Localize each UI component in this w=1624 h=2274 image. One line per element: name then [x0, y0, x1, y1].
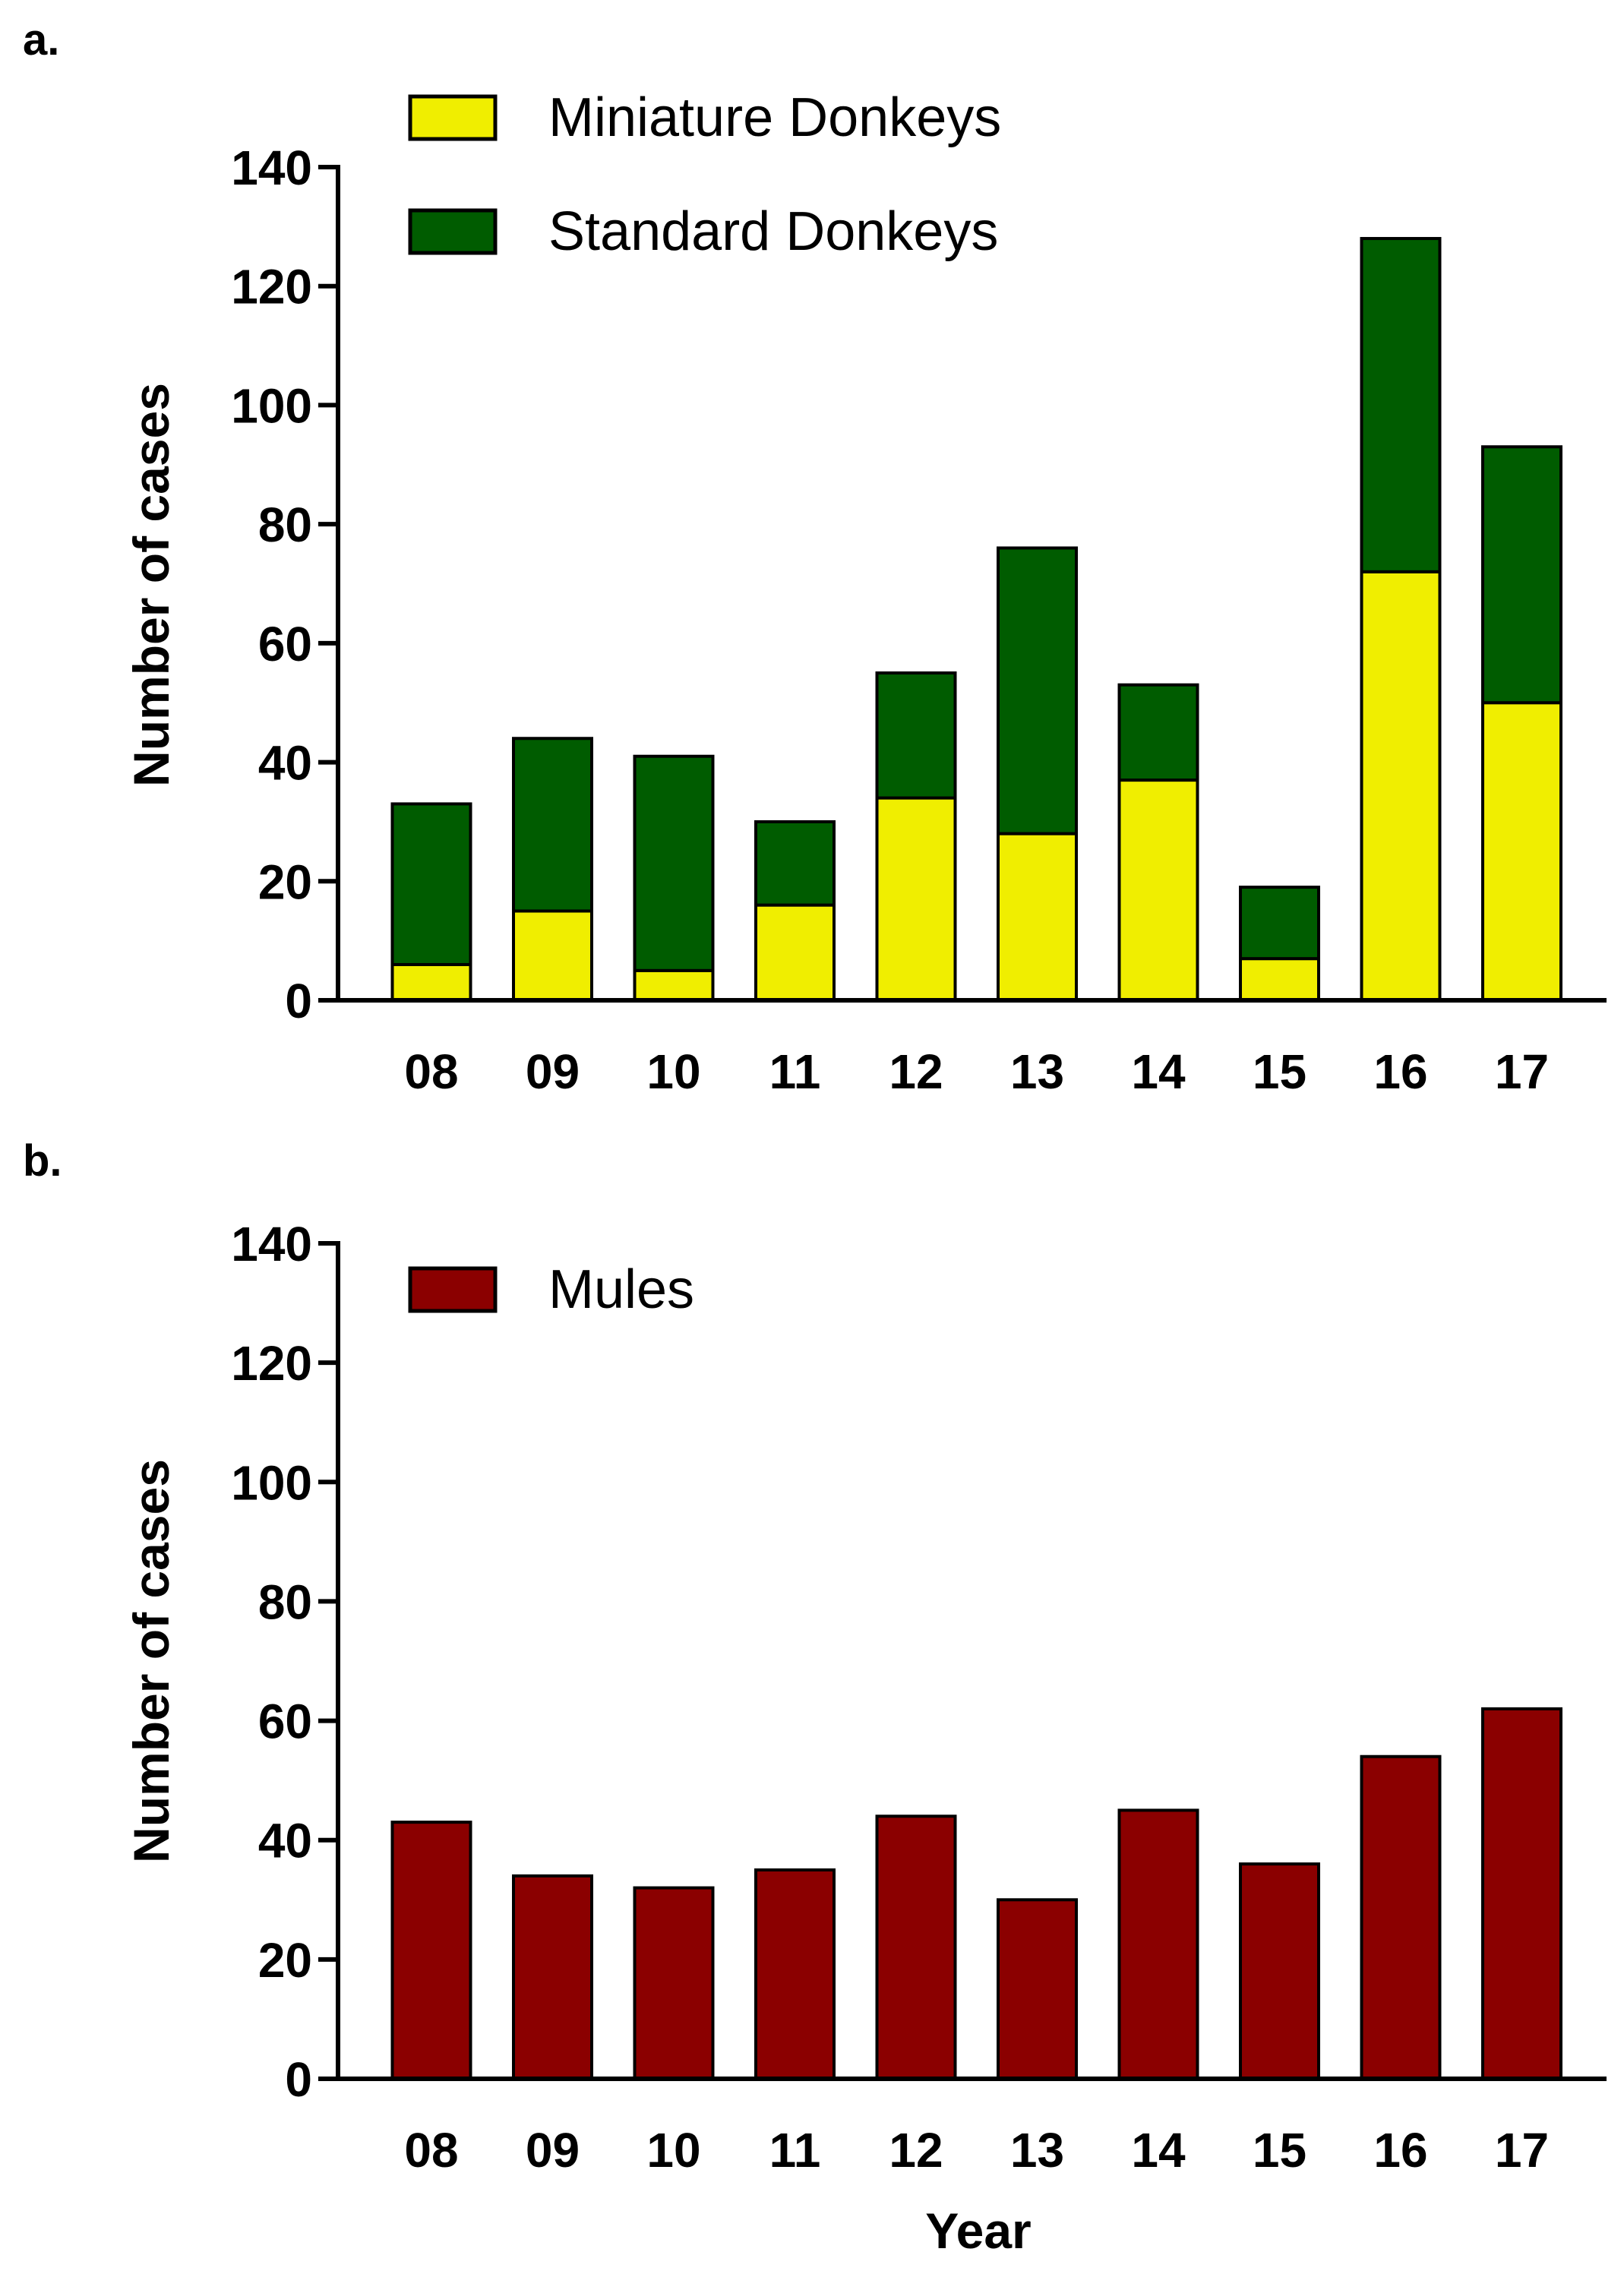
- x-axis-a: 08 09 10 11 12 13 14 15 16 17: [404, 1044, 1549, 1099]
- y-tick-label-b-0: 0: [285, 2052, 312, 2107]
- x-tick-label-b-12: 12: [889, 2123, 943, 2178]
- legend-label-mules: Mules: [548, 1259, 694, 1320]
- bar-b-mules-09: [512, 1874, 593, 2081]
- y-axis-b: 0 20 40 60 80 100 120 140: [231, 1217, 338, 2107]
- legend-swatch-miniature-donkeys: [408, 94, 498, 141]
- bar-a-miniature-donkeys-13: [997, 832, 1078, 1002]
- bar-a-miniature-donkeys-16: [1360, 570, 1442, 1002]
- bar-a-miniature-donkeys-17: [1481, 701, 1562, 1002]
- x-tick-label-a-08: 08: [404, 1044, 458, 1099]
- x-tick-label-a-13: 13: [1010, 1044, 1064, 1099]
- x-tick-label-b-15: 15: [1253, 2123, 1306, 2178]
- x-tick-label-b-10: 10: [646, 2123, 700, 2178]
- bar-b-mules-15: [1239, 1862, 1320, 2080]
- bar-b-mules-16: [1360, 1754, 1442, 2081]
- bar-a-miniature-donkeys-12: [875, 796, 957, 1002]
- x-tick-label-b-13: 13: [1010, 2123, 1064, 2178]
- y-axis-title-b: Number of cases: [123, 1459, 179, 1863]
- bar-a-miniature-donkeys-11: [754, 903, 836, 1002]
- x-tick-label-a-09: 09: [526, 1044, 580, 1099]
- x-tick-label-b-11: 11: [769, 2123, 821, 2178]
- y-tick-label-b-120: 120: [231, 1336, 312, 1391]
- bar-b-mules-17: [1481, 1707, 1562, 2081]
- x-axis-b: 08 09 10 11 12 13 14 15 16 17: [404, 2123, 1549, 2178]
- chart-panel-b: b. Number of cases 0 20 40 60 80 100 120 140 08…: [23, 1136, 1607, 2259]
- bar-a-standard-donkeys-17: [1481, 445, 1562, 705]
- bar-a-standard-donkeys-16: [1360, 237, 1442, 573]
- bar-a-standard-donkeys-10: [633, 754, 715, 972]
- bar-b-mules-12: [875, 1814, 957, 2080]
- bar-a-standard-donkeys-12: [875, 671, 957, 800]
- x-tick-label-a-14: 14: [1131, 1044, 1186, 1099]
- y-tick-label-a-0: 0: [285, 974, 312, 1028]
- y-tick-label-a-60: 60: [258, 617, 312, 671]
- axes-a: [336, 165, 1607, 1003]
- x-tick-label-a-17: 17: [1495, 1044, 1549, 1099]
- bar-a-miniature-donkeys-14: [1117, 779, 1199, 1003]
- bar-b-mules-13: [997, 1898, 1078, 2080]
- legend-label-miniature-donkeys: Miniature Donkeys: [548, 87, 1001, 148]
- bars-b: [390, 1707, 1562, 2081]
- legend-swatch-standard-donkeys: [408, 208, 498, 255]
- bar-a-standard-donkeys-13: [997, 546, 1078, 835]
- x-tick-label-b-09: 09: [526, 2123, 580, 2178]
- y-tick-label-a-20: 20: [258, 854, 312, 909]
- chart-panel-a: a. Number of cases 0 20 40 60 80 100 120 140 08…: [23, 15, 1607, 1099]
- x-tick-label-b-17: 17: [1495, 2123, 1549, 2178]
- bar-a-miniature-donkeys-10: [633, 968, 715, 1002]
- bar-b-mules-11: [754, 1868, 836, 2080]
- bar-a-miniature-donkeys-09: [512, 909, 593, 1002]
- x-tick-label-b-14: 14: [1131, 2123, 1186, 2178]
- axes-b: [336, 1241, 1607, 2081]
- x-axis-title-b: Year: [925, 2203, 1031, 2259]
- panel-label-a: a.: [23, 15, 59, 65]
- x-tick-label-a-16: 16: [1373, 1044, 1427, 1099]
- y-tick-label-a-120: 120: [231, 260, 312, 314]
- y-tick-label-b-20: 20: [258, 1933, 312, 1988]
- legend-label-standard-donkeys: Standard Donkeys: [548, 201, 998, 262]
- bar-a-miniature-donkeys-15: [1239, 957, 1320, 1003]
- x-tick-label-a-15: 15: [1253, 1044, 1306, 1099]
- x-tick-label-a-12: 12: [889, 1044, 943, 1099]
- y-tick-label-b-40: 40: [258, 1814, 312, 1868]
- bar-a-standard-donkeys-14: [1117, 683, 1199, 782]
- bar-a-standard-donkeys-09: [512, 737, 593, 913]
- x-tick-label-b-08: 08: [404, 2123, 458, 2178]
- y-tick-label-b-80: 80: [258, 1574, 312, 1629]
- y-tick-label-b-60: 60: [258, 1694, 312, 1749]
- y-tick-label-a-140: 140: [231, 141, 312, 195]
- x-tick-label-b-16: 16: [1373, 2123, 1427, 2178]
- bar-b-mules-08: [390, 1821, 472, 2080]
- y-tick-label-b-140: 140: [231, 1217, 312, 1271]
- bar-b-mules-10: [633, 1886, 715, 2081]
- bar-a-standard-donkeys-08: [390, 802, 472, 966]
- legend-swatch-mules: [408, 1266, 498, 1313]
- x-tick-label-a-11: 11: [769, 1044, 821, 1099]
- panel-label-b: b.: [23, 1136, 62, 1186]
- legend-a: Miniature Donkeys Standard Donkeys: [408, 87, 1001, 262]
- bar-a-standard-donkeys-11: [754, 820, 836, 907]
- bar-a-standard-donkeys-15: [1239, 886, 1320, 961]
- legend-b: Mules: [408, 1259, 694, 1320]
- y-tick-label-a-40: 40: [258, 736, 312, 791]
- y-tick-label-a-80: 80: [258, 497, 312, 552]
- y-axis-title-a: Number of cases: [123, 383, 179, 787]
- bar-a-miniature-donkeys-08: [390, 962, 472, 1003]
- x-tick-label-a-10: 10: [646, 1044, 700, 1099]
- y-axis-a: 0 20 40 60 80 100 120 140: [231, 141, 338, 1028]
- bars-a: [390, 237, 1562, 1003]
- bar-b-mules-14: [1117, 1808, 1199, 2080]
- y-tick-label-b-100: 100: [231, 1455, 312, 1510]
- y-tick-label-a-100: 100: [231, 378, 312, 433]
